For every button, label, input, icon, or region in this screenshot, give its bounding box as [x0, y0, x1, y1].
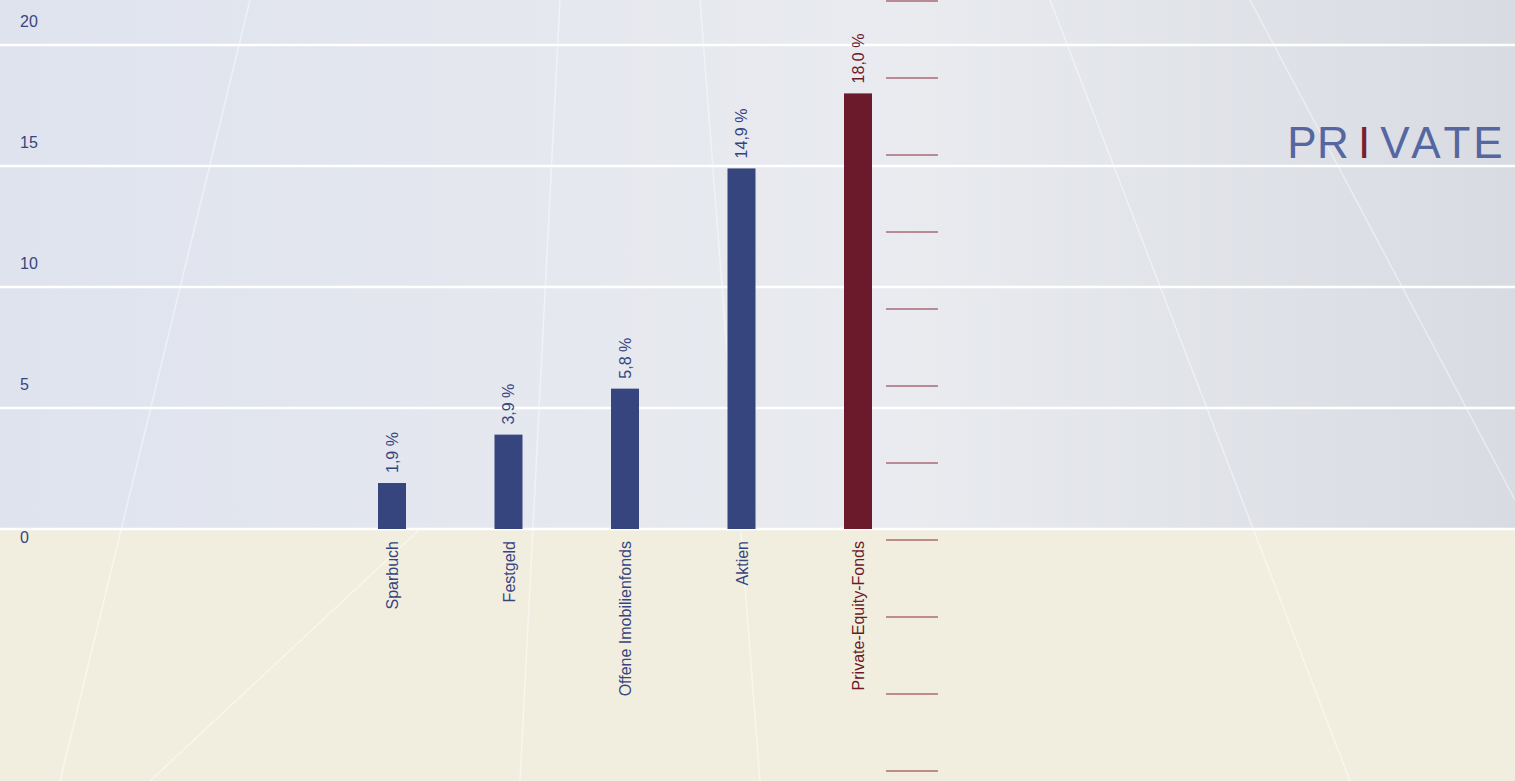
- data-label: 14,9 %: [734, 109, 751, 159]
- tick-label: 15: [20, 134, 38, 151]
- bar: [611, 389, 639, 529]
- bar: [728, 168, 756, 529]
- data-label: 1,9 %: [384, 432, 401, 473]
- tick-label: 0: [20, 529, 29, 546]
- deco-line: [520, 0, 560, 781]
- title-letter: E: [1473, 118, 1502, 167]
- ruler-tick: [886, 309, 938, 310]
- ruler-tick: [886, 540, 938, 541]
- ruler-tick: [886, 1, 938, 2]
- title-letter: T: [1444, 118, 1471, 167]
- title-letter: A: [1411, 118, 1441, 167]
- tick-label: 5: [20, 376, 29, 393]
- category-label: Offene Imobilienfonds: [617, 541, 634, 696]
- ruler-tick: [886, 463, 938, 464]
- ruler-tick: [886, 78, 938, 79]
- deco-line: [60, 0, 250, 781]
- category-label: Aktien: [734, 541, 751, 585]
- deco-line: [150, 529, 420, 781]
- title-letter: P: [1287, 118, 1316, 167]
- background: [0, 0, 1515, 529]
- ruler: [886, 1, 938, 771]
- tick-label: 20: [20, 13, 38, 30]
- title-letter: V: [1380, 118, 1410, 167]
- grid-line: [0, 44, 1515, 47]
- ruler-tick: [886, 694, 938, 695]
- title: PRIVATE: [1287, 118, 1502, 167]
- ruler-tick: [886, 771, 938, 772]
- bar: [495, 435, 523, 529]
- grid-line: [0, 286, 1515, 289]
- tick-label: 10: [20, 255, 38, 272]
- category-label: Festgeld: [501, 541, 518, 602]
- title-letter: R: [1317, 118, 1349, 167]
- decoration: [60, 0, 1515, 781]
- bars: [378, 93, 872, 529]
- deco-line: [1050, 0, 1350, 781]
- grid-line: [0, 407, 1515, 410]
- chart: 0 5 10 15 20 1,9 % Sparbuch 3,9 % Festgeld 5,8 % O…: [0, 0, 1515, 781]
- category-label: Private-Equity-Fonds: [850, 541, 867, 690]
- category-label: Sparbuch: [384, 541, 401, 610]
- ruler-tick: [886, 617, 938, 618]
- grid-line: [0, 528, 1515, 531]
- ruler-tick: [886, 232, 938, 233]
- title-letter: I: [1358, 118, 1370, 167]
- data-label: 3,9 %: [501, 384, 518, 425]
- ruler-tick: [886, 155, 938, 156]
- ruler-tick: [886, 386, 938, 387]
- bar: [378, 483, 406, 529]
- deco-line: [1250, 0, 1515, 500]
- bar: [844, 93, 872, 529]
- data-label: 18,0 %: [850, 34, 867, 84]
- deco-line: [700, 0, 760, 781]
- data-label: 5,8 %: [617, 338, 634, 379]
